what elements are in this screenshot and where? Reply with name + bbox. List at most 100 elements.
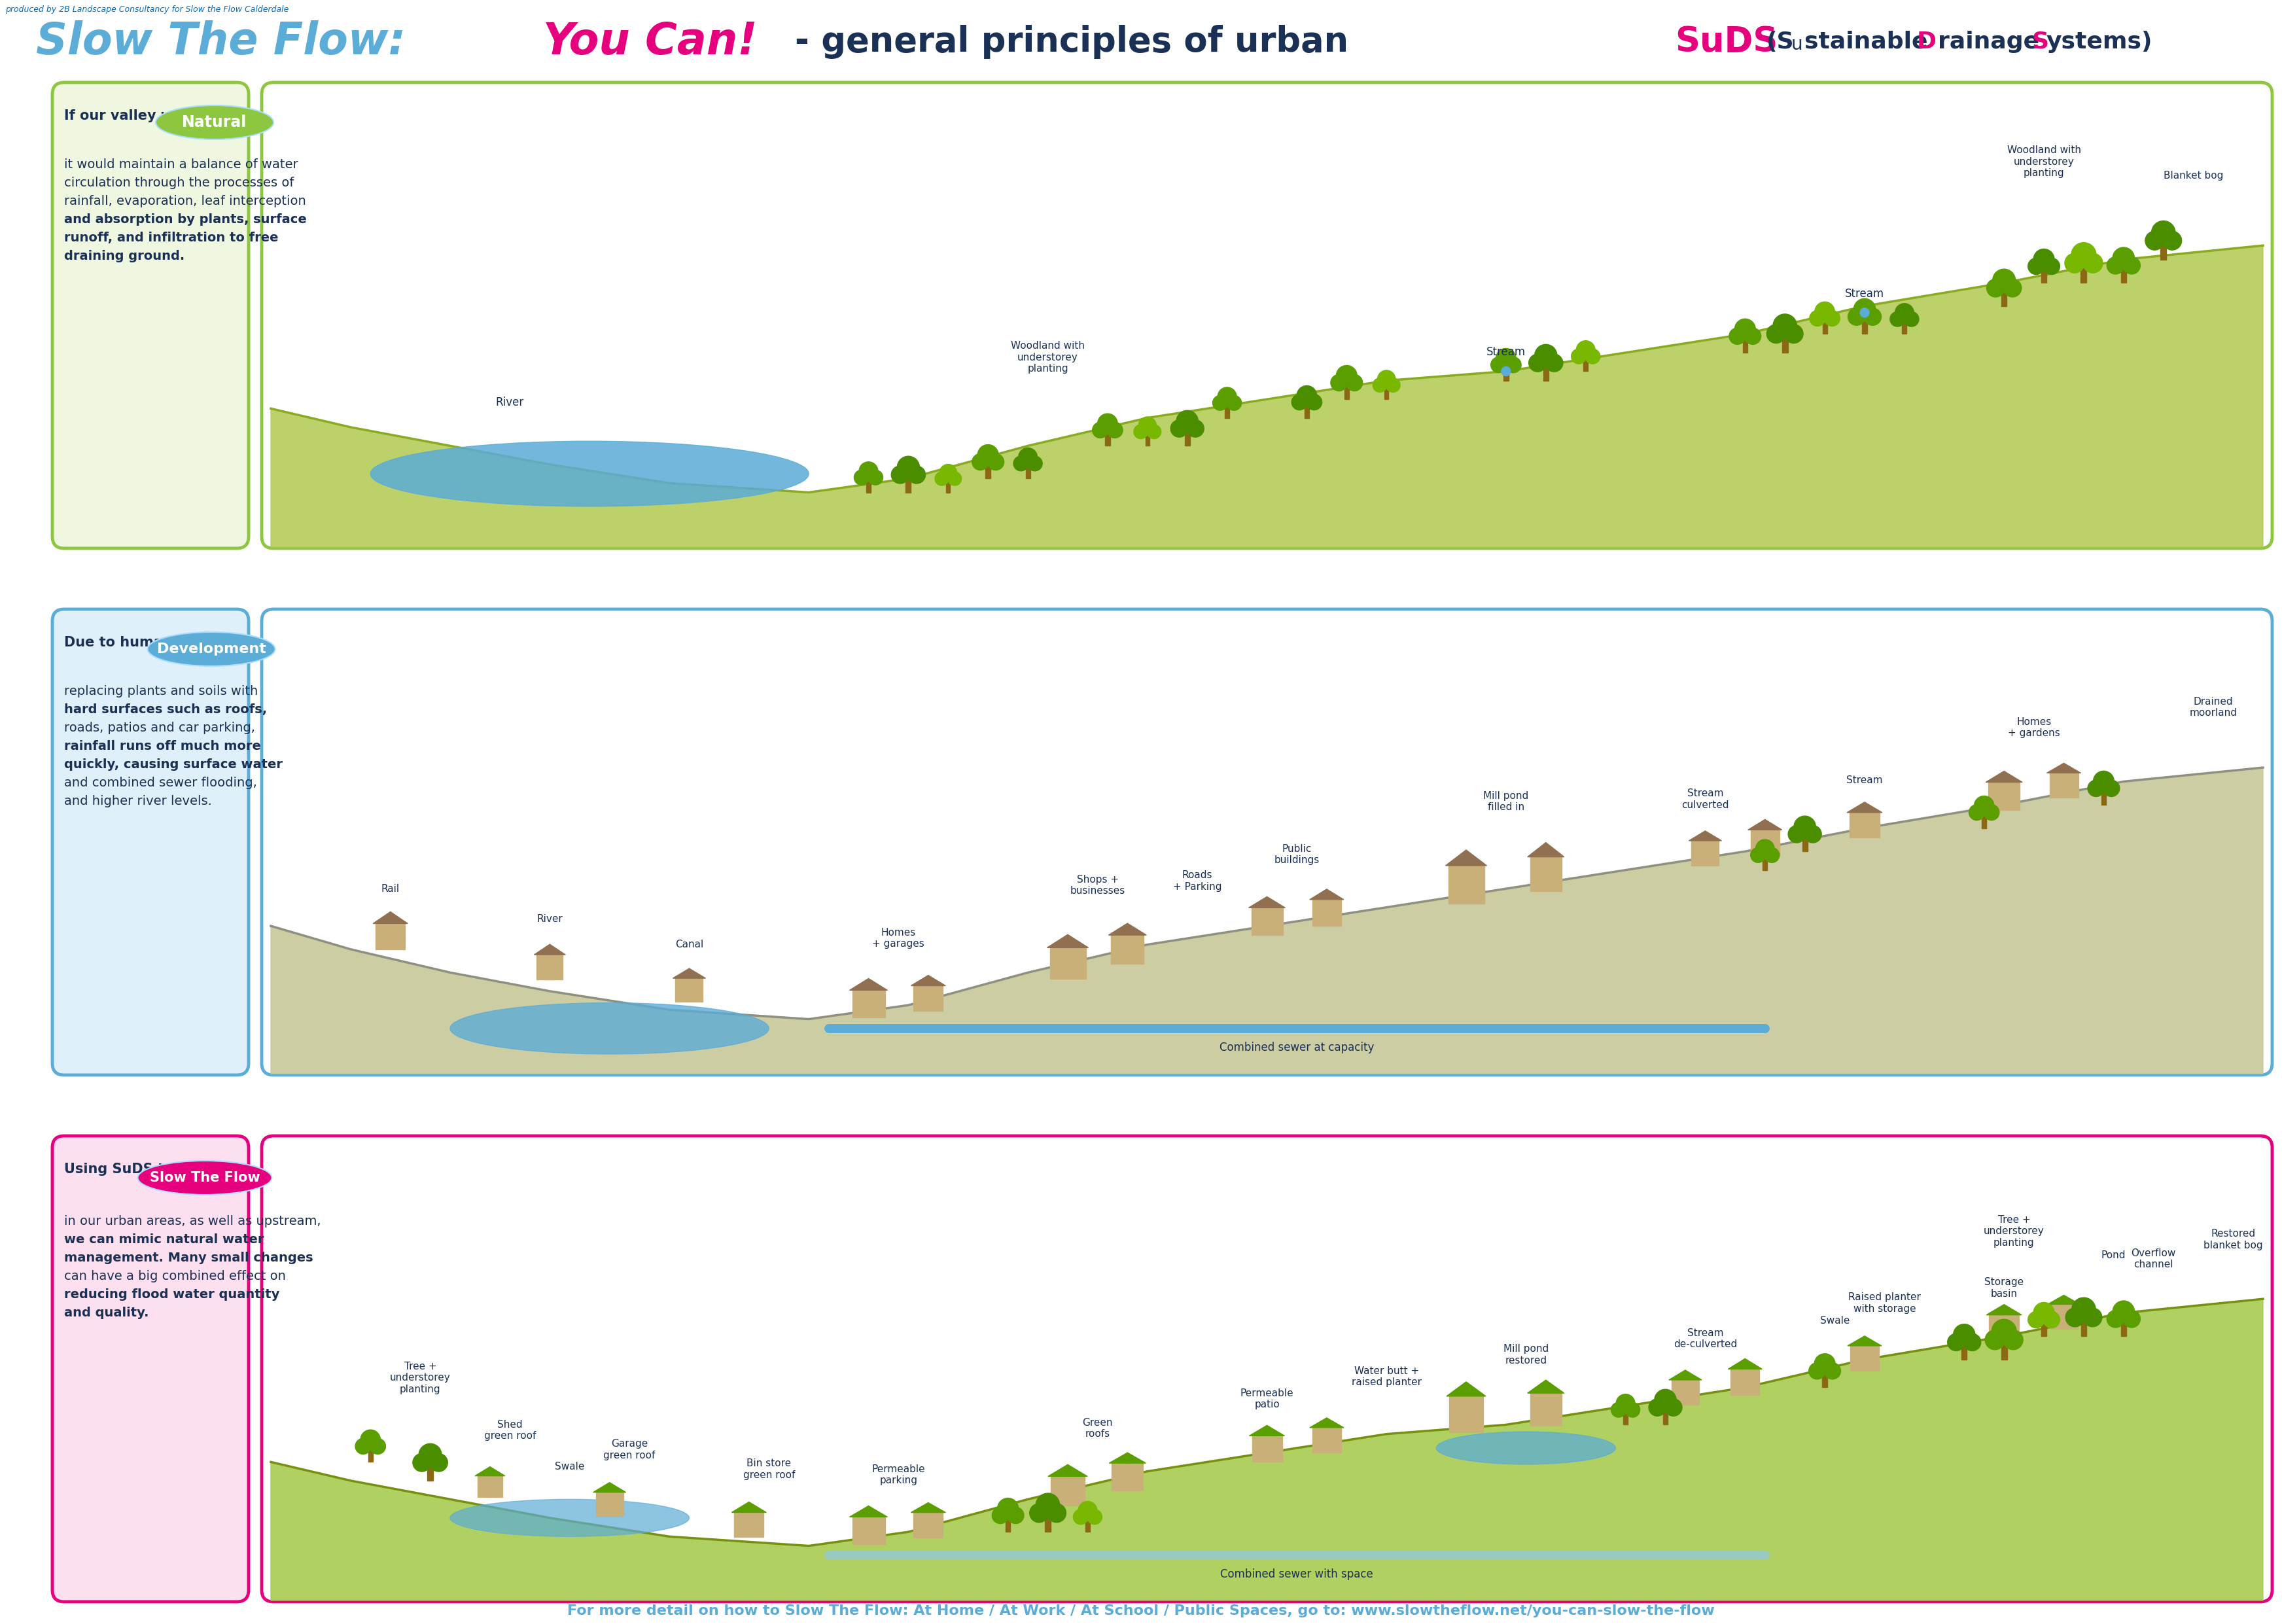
Bar: [1848, 812, 1880, 838]
Bar: [1623, 1413, 1627, 1424]
Text: Drained
moorland: Drained moorland: [2188, 697, 2236, 718]
Bar: [1504, 369, 1508, 380]
Circle shape: [2065, 1307, 2083, 1327]
Circle shape: [1823, 310, 1839, 326]
Text: If our valley was: If our valley was: [64, 109, 192, 122]
Circle shape: [1773, 313, 1796, 338]
Ellipse shape: [370, 442, 808, 507]
Circle shape: [2152, 221, 2175, 245]
Polygon shape: [2047, 1296, 2081, 1304]
Circle shape: [2033, 1302, 2054, 1324]
Circle shape: [2072, 242, 2097, 268]
Circle shape: [420, 1444, 443, 1466]
Text: Pond: Pond: [2102, 1250, 2127, 1260]
Bar: [2102, 793, 2106, 806]
Circle shape: [1107, 422, 1123, 438]
Text: ystems): ystems): [2047, 31, 2152, 54]
Circle shape: [1296, 385, 1317, 406]
Text: circulation through the processes of: circulation through the processes of: [64, 177, 294, 188]
Text: Swale: Swale: [1819, 1315, 1848, 1325]
Text: Green
roofs: Green roofs: [1082, 1418, 1114, 1439]
Circle shape: [1894, 304, 1915, 322]
Circle shape: [1988, 279, 2004, 297]
Circle shape: [1789, 825, 1805, 843]
Circle shape: [1810, 310, 1826, 326]
Text: Mill pond
restored: Mill pond restored: [1504, 1345, 1549, 1366]
Circle shape: [1212, 396, 1228, 411]
Text: Development: Development: [157, 643, 267, 656]
Text: Slow The Flow: Slow The Flow: [151, 1171, 260, 1184]
Circle shape: [2113, 247, 2134, 270]
Circle shape: [1029, 1504, 1047, 1522]
Bar: [1146, 435, 1150, 447]
Circle shape: [1764, 848, 1780, 862]
Text: Storage
basin: Storage basin: [1985, 1278, 2024, 1299]
Circle shape: [1219, 387, 1237, 406]
Text: Permeable
parking: Permeable parking: [872, 1465, 924, 1486]
Text: Slow The Flow:: Slow The Flow:: [37, 19, 406, 63]
Circle shape: [2004, 1330, 2024, 1350]
Bar: [1312, 1427, 1342, 1452]
Text: You Can!: You Can!: [543, 19, 758, 63]
Circle shape: [1810, 1363, 1826, 1379]
Text: and higher river levels.: and higher river levels.: [64, 796, 212, 807]
Circle shape: [1864, 309, 1880, 325]
Circle shape: [2083, 253, 2102, 273]
Text: Combined sewer with space: Combined sewer with space: [1221, 1569, 1374, 1580]
Ellipse shape: [137, 1161, 272, 1195]
Circle shape: [2122, 257, 2141, 274]
Polygon shape: [1310, 1418, 1344, 1427]
Text: rainfall runs off much more: rainfall runs off much more: [64, 741, 260, 752]
Text: u: u: [1791, 36, 1803, 54]
Circle shape: [940, 464, 956, 482]
Circle shape: [1374, 378, 1387, 391]
Bar: [2081, 268, 2086, 283]
Circle shape: [1974, 796, 1994, 815]
Circle shape: [936, 473, 949, 486]
Circle shape: [1785, 325, 1803, 343]
Text: S: S: [2031, 31, 2049, 54]
Bar: [851, 991, 885, 1018]
Polygon shape: [849, 979, 888, 991]
Bar: [1543, 367, 1549, 380]
Bar: [1823, 1376, 1828, 1387]
Circle shape: [1497, 349, 1515, 369]
Bar: [536, 955, 564, 979]
Bar: [867, 481, 872, 492]
Polygon shape: [2047, 763, 2081, 773]
Polygon shape: [372, 911, 408, 924]
Bar: [1111, 1463, 1143, 1491]
Circle shape: [1823, 1363, 1842, 1379]
Circle shape: [1013, 456, 1029, 471]
Bar: [1251, 908, 1282, 935]
Text: and combined sewer flooding,: and combined sewer flooding,: [64, 776, 258, 789]
Ellipse shape: [450, 1004, 769, 1054]
Circle shape: [1730, 328, 1746, 344]
Polygon shape: [1527, 843, 1563, 857]
Circle shape: [1027, 456, 1043, 471]
Bar: [2081, 1322, 2086, 1337]
Circle shape: [1860, 309, 1869, 317]
Circle shape: [1378, 370, 1394, 388]
Polygon shape: [1748, 820, 1782, 830]
Text: SuDS: SuDS: [1675, 24, 1778, 58]
Circle shape: [1814, 302, 1835, 322]
Bar: [1050, 948, 1086, 979]
Text: Using SuDS to: Using SuDS to: [64, 1163, 173, 1176]
Circle shape: [1502, 367, 1511, 375]
Circle shape: [1047, 1504, 1066, 1522]
Text: roads, patios and car parking,: roads, patios and car parking,: [64, 721, 256, 734]
Circle shape: [1969, 804, 1985, 820]
Circle shape: [1953, 1324, 1976, 1346]
Polygon shape: [272, 1299, 2264, 1600]
Text: rainfall, evaporation, leaf interception: rainfall, evaporation, leaf interception: [64, 195, 306, 208]
Polygon shape: [673, 968, 705, 978]
Text: D: D: [1917, 31, 1937, 54]
Text: River: River: [495, 396, 525, 409]
Circle shape: [1586, 349, 1600, 364]
Polygon shape: [1447, 1382, 1486, 1397]
Text: Shed
green roof: Shed green roof: [484, 1419, 536, 1440]
Circle shape: [413, 1453, 431, 1471]
Bar: [1851, 1346, 1878, 1371]
Circle shape: [1529, 354, 1547, 372]
